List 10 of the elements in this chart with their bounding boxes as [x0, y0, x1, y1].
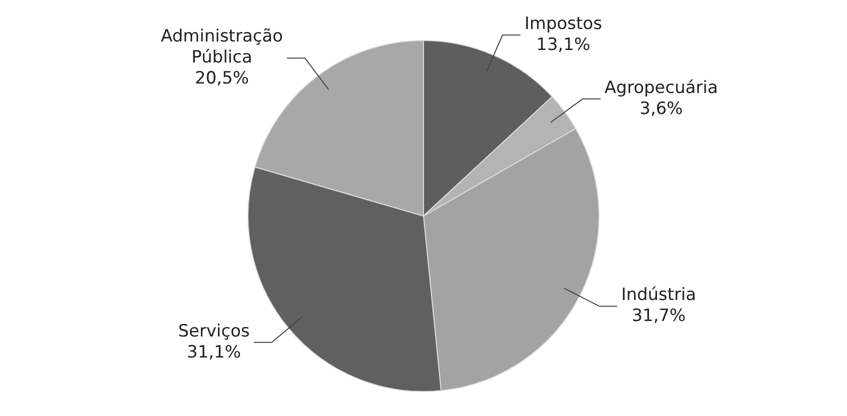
slice-label: Agropecuária	[604, 78, 718, 98]
data-label: 3,6%	[640, 98, 683, 119]
slice-label: Administração Pública	[160, 26, 283, 68]
data-label: 13,1%	[536, 34, 590, 55]
data-label: 20,5%	[194, 68, 249, 88]
slice-label: Serviços	[178, 321, 250, 342]
data-label: 31,7%	[632, 306, 686, 326]
data-label: 31,1%	[186, 342, 241, 362]
slice-label: Impostos	[524, 14, 602, 34]
slice-label: Indústria	[621, 285, 696, 306]
